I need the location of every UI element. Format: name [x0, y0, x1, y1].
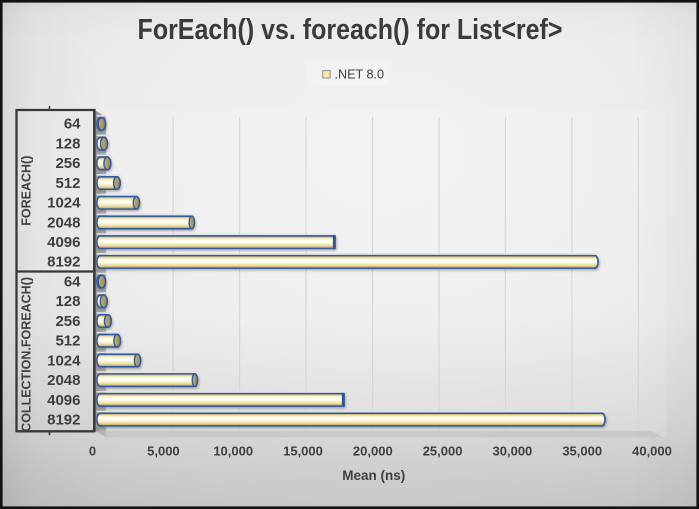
- svg-text:256: 256: [55, 155, 80, 172]
- svg-text:COLLECTION.FOREACH(): COLLECTION.FOREACH(): [19, 277, 33, 432]
- svg-text:64: 64: [64, 116, 81, 133]
- svg-text:40,000: 40,000: [632, 444, 672, 459]
- svg-text:512: 512: [55, 175, 80, 192]
- svg-text:0: 0: [89, 444, 96, 459]
- svg-text:30,000: 30,000: [493, 444, 533, 459]
- svg-text:.NET 8.0: .NET 8.0: [335, 67, 384, 81]
- svg-text:2048: 2048: [47, 372, 80, 389]
- svg-text:Mean (ns): Mean (ns): [342, 468, 405, 483]
- svg-text:128: 128: [55, 135, 80, 152]
- svg-text:128: 128: [55, 293, 80, 310]
- svg-text:1024: 1024: [47, 352, 81, 369]
- svg-text:256: 256: [55, 313, 80, 330]
- svg-text:35,000: 35,000: [562, 444, 602, 459]
- svg-text:8192: 8192: [47, 412, 80, 429]
- svg-text:25,000: 25,000: [423, 444, 463, 459]
- svg-text:4096: 4096: [47, 234, 80, 251]
- svg-text:15,000: 15,000: [283, 444, 323, 459]
- svg-text:5,000: 5,000: [147, 444, 180, 459]
- svg-text:FOREACH(): FOREACH(): [19, 156, 33, 226]
- svg-text:ForEach() vs. foreach() for Li: ForEach() vs. foreach() for List<ref>: [138, 13, 563, 45]
- svg-text:512: 512: [55, 333, 80, 350]
- svg-text:2048: 2048: [47, 214, 80, 231]
- svg-text:20,000: 20,000: [353, 444, 393, 459]
- svg-text:4096: 4096: [47, 392, 80, 409]
- svg-text:8192: 8192: [47, 254, 80, 271]
- svg-text:10,000: 10,000: [213, 444, 253, 459]
- svg-text:1024: 1024: [47, 195, 81, 212]
- svg-text:64: 64: [64, 274, 81, 291]
